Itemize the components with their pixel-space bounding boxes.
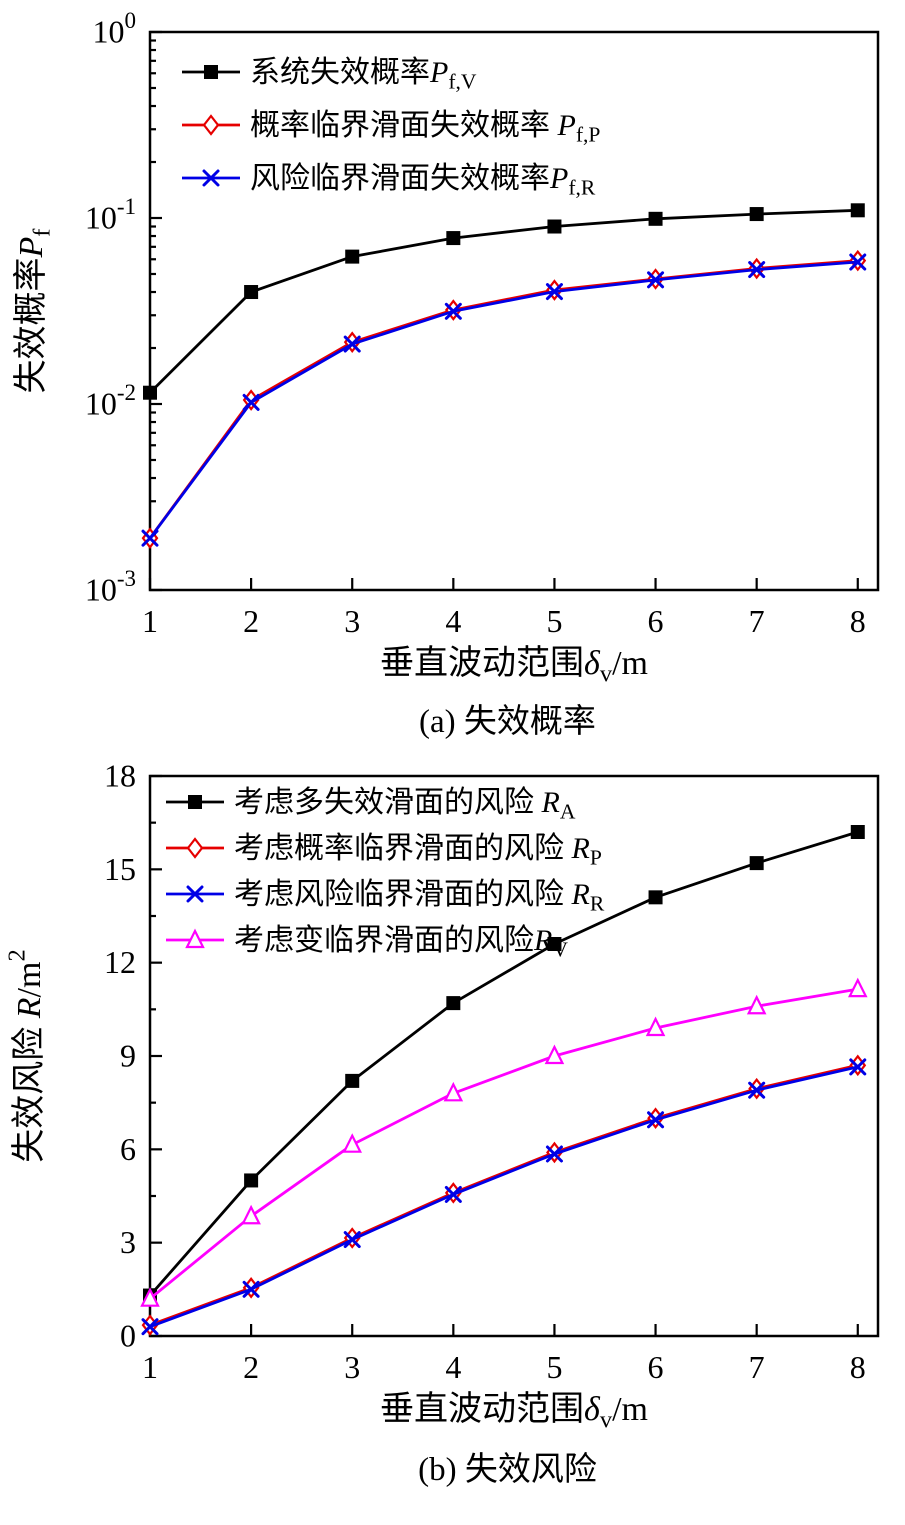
svg-text:4: 4 <box>445 603 461 639</box>
svg-text:4: 4 <box>445 1349 461 1385</box>
svg-text:7: 7 <box>749 1349 765 1385</box>
svg-text:12: 12 <box>104 944 136 980</box>
svg-text:概率临界滑面失效概率 Pf,P: 概率临界滑面失效概率 Pf,P <box>250 109 600 147</box>
chart-a-caption: (a) 失效概率 <box>419 704 596 740</box>
svg-text:考虑风险临界滑面的风险 RR: 考虑风险临界滑面的风险 RR <box>234 878 605 916</box>
svg-text:6: 6 <box>120 1131 136 1167</box>
svg-text:5: 5 <box>546 1349 562 1385</box>
svg-text:3: 3 <box>344 603 360 639</box>
svg-text:10-3: 10-3 <box>85 565 136 607</box>
svg-text:0: 0 <box>120 1318 136 1354</box>
svg-text:3: 3 <box>344 1349 360 1385</box>
svg-text:考虑多失效滑面的风险 RA: 考虑多失效滑面的风险 RA <box>234 786 576 824</box>
svg-text:100: 100 <box>92 10 136 50</box>
svg-text:系统失效概率Pf,V: 系统失效概率Pf,V <box>250 56 477 94</box>
svg-text:5: 5 <box>546 603 562 639</box>
chart-a: 1 2 3 4 5 6 7 8 100 10-1 10-2 10-3 系统失效概率Pf,V 概率临界滑面失… <box>0 10 905 742</box>
svg-text:考虑变临界滑面的风险RV: 考虑变临界滑面的风险RV <box>234 924 568 962</box>
svg-text:垂直波动范围δv/m: 垂直波动范围δv/m <box>380 1390 648 1433</box>
svg-text:6: 6 <box>648 1349 664 1385</box>
chart-b: 1 2 3 4 5 6 7 8 0 3 6 9 12 15 18 考虑多失效滑面的风险 RA 考虑概率临界滑面的… <box>0 758 905 1490</box>
svg-text:7: 7 <box>749 603 765 639</box>
svg-text:8: 8 <box>850 1349 866 1385</box>
figure-page: 1 2 3 4 5 6 7 8 100 10-1 10-2 10-3 系统失效概率Pf,V 概率临界滑面失… <box>0 10 905 1490</box>
svg-text:考虑概率临界滑面的风险 RP: 考虑概率临界滑面的风险 RP <box>234 832 602 870</box>
svg-text:风险临界滑面失效概率Pf,R: 风险临界滑面失效概率Pf,R <box>250 162 596 200</box>
svg-text:3: 3 <box>120 1224 136 1260</box>
chart-b-caption: (b) 失效风险 <box>418 1452 597 1488</box>
svg-text:18: 18 <box>104 758 136 794</box>
svg-text:9: 9 <box>120 1038 136 1074</box>
svg-text:1: 1 <box>142 603 158 639</box>
svg-text:失效风险 R/m2: 失效风险 R/m2 <box>4 949 48 1162</box>
chart-a-canvas: 1 2 3 4 5 6 7 8 100 10-1 10-2 10-3 系统失效概率Pf,V 概率临界滑面失… <box>12 10 880 687</box>
svg-text:10-1: 10-1 <box>85 193 136 235</box>
svg-text:1: 1 <box>142 1349 158 1385</box>
svg-text:2: 2 <box>243 603 259 639</box>
svg-text:8: 8 <box>850 603 866 639</box>
svg-text:2: 2 <box>243 1349 259 1385</box>
svg-text:15: 15 <box>104 851 136 887</box>
svg-text:垂直波动范围δv/m: 垂直波动范围δv/m <box>380 644 648 687</box>
svg-text:10-2: 10-2 <box>85 379 136 421</box>
svg-text:失效概率Pf: 失效概率Pf <box>12 228 55 394</box>
svg-text:6: 6 <box>648 603 664 639</box>
